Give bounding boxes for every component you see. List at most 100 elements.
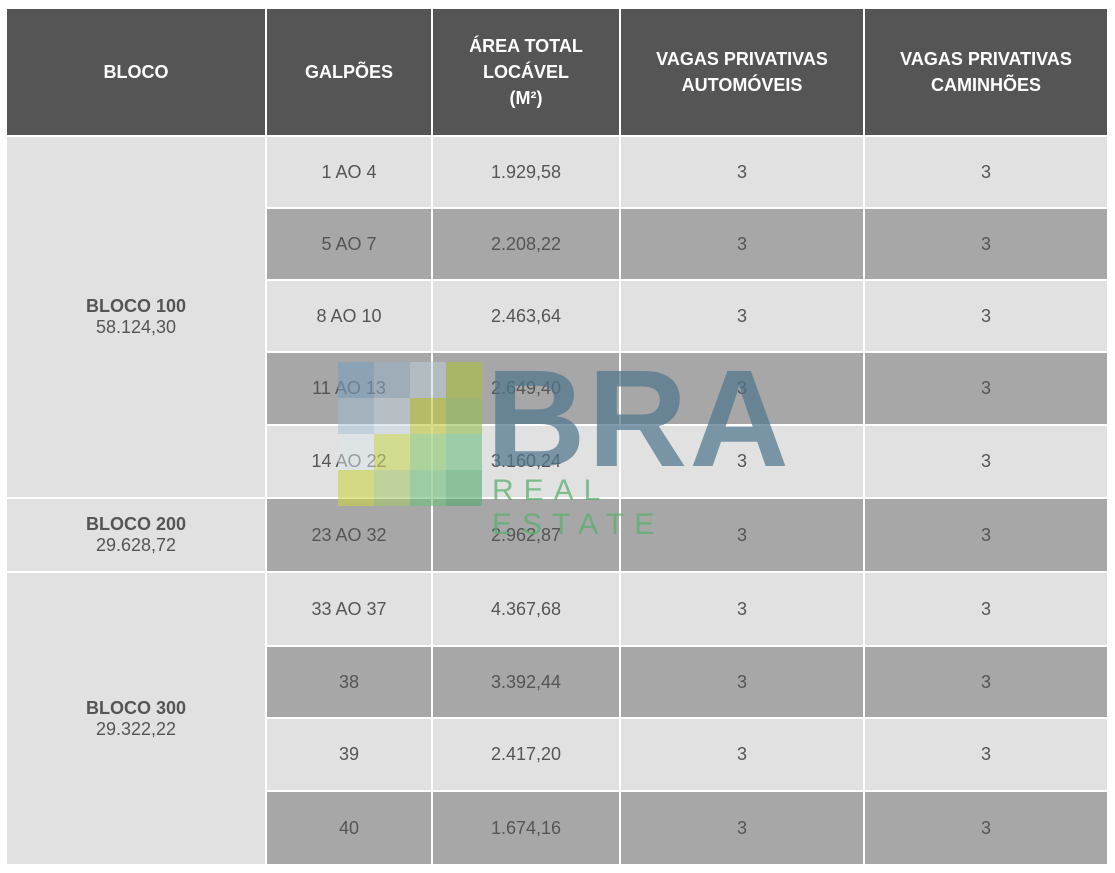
header-label: BLOCO bbox=[103, 62, 169, 82]
header-cell: GALPÕES bbox=[267, 9, 431, 135]
cell-text: 3.160,24 bbox=[490, 451, 562, 471]
block-name: BLOCO 100 bbox=[85, 296, 187, 316]
table-cell: 3 bbox=[865, 209, 1107, 279]
table-cell: 3 bbox=[621, 573, 863, 645]
cell-text: 2.649,40 bbox=[490, 378, 562, 398]
block-area: 58.124,30 bbox=[95, 317, 177, 337]
table-cell: 3 bbox=[621, 499, 863, 571]
table-cell: 3 bbox=[865, 137, 1107, 207]
cell-text: 3 bbox=[736, 598, 747, 619]
table-cell: 11 AO 13 bbox=[267, 353, 431, 424]
cell-text: 3 bbox=[736, 671, 747, 692]
table-cell: 3 bbox=[865, 573, 1107, 645]
table-cell: 14 AO 22 bbox=[267, 426, 431, 497]
cell-text: 11 AO 13 bbox=[312, 378, 386, 398]
table-cell: 40 bbox=[267, 792, 431, 864]
table-cell: 3 bbox=[865, 792, 1107, 864]
table-cell: 3 bbox=[621, 792, 863, 864]
cell-text: 3 bbox=[980, 378, 991, 398]
cell-text: 2.208,22 bbox=[490, 233, 562, 254]
block-area: 29.322,22 bbox=[95, 718, 177, 739]
table-cell: 3 bbox=[621, 137, 863, 207]
table-cell: 3.160,24 bbox=[433, 426, 619, 497]
cell-text: 3 bbox=[980, 305, 991, 326]
table-cell: 3 bbox=[621, 647, 863, 717]
cell-text: 1 AO 4 bbox=[321, 161, 377, 182]
block-cell: BLOCO 200 29.628,72 bbox=[7, 499, 265, 571]
table-cell: 2.417,20 bbox=[433, 719, 619, 790]
table-cell: 3 bbox=[621, 281, 863, 351]
table-cell: 39 bbox=[267, 719, 431, 790]
table-cell: 1.674,16 bbox=[433, 792, 619, 864]
block-cell: BLOCO 300 29.322,22 bbox=[7, 573, 265, 864]
cell-text: 23 AO 32 bbox=[311, 524, 387, 545]
table-cell: 2.463,64 bbox=[433, 281, 619, 351]
cell-text: 3 bbox=[980, 451, 991, 471]
table-cell: 3 bbox=[621, 353, 863, 424]
table-cell: 3 bbox=[865, 426, 1107, 497]
cell-text: 3.392,44 bbox=[490, 671, 562, 692]
table-cell: 2.208,22 bbox=[433, 209, 619, 279]
table-cell: 3 bbox=[865, 719, 1107, 790]
header-cell: VAGAS PRIVATIVAS CAMINHÕES bbox=[865, 9, 1107, 135]
cell-text: 3 bbox=[980, 817, 991, 838]
table-cell: 38 bbox=[267, 647, 431, 717]
cell-text: 8 AO 10 bbox=[316, 305, 382, 326]
header-cell: BLOCO bbox=[7, 9, 265, 135]
table-cell: 5 AO 7 bbox=[267, 209, 431, 279]
cell-text: 3 bbox=[980, 671, 991, 692]
header-label: VAGAS PRIVATIVAS AUTOMÓVEIS bbox=[656, 49, 828, 95]
table-cell: 3 bbox=[621, 209, 863, 279]
cell-text: 39 bbox=[338, 744, 360, 764]
cell-text: 2.417,20 bbox=[490, 744, 562, 764]
cell-text: 3 bbox=[980, 524, 991, 545]
cell-text: 3 bbox=[736, 378, 747, 398]
block-name: BLOCO 300 bbox=[85, 697, 187, 718]
table-cell: 23 AO 32 bbox=[267, 499, 431, 571]
table-cell: 4.367,68 bbox=[433, 573, 619, 645]
table-cell: 1.929,58 bbox=[433, 137, 619, 207]
block-cell: BLOCO 100 58.124,30 bbox=[7, 137, 265, 497]
table-cell: 3 bbox=[621, 426, 863, 497]
table-cell: 3.392,44 bbox=[433, 647, 619, 717]
table-cell: 3 bbox=[621, 719, 863, 790]
header-cell: VAGAS PRIVATIVAS AUTOMÓVEIS bbox=[621, 9, 863, 135]
cell-text: 3 bbox=[736, 817, 747, 838]
cell-text: 1.929,58 bbox=[490, 161, 562, 182]
cell-text: 14 AO 22 bbox=[311, 451, 387, 471]
table-cell: 2.649,40 bbox=[433, 353, 619, 424]
cell-text: 2.962,87 bbox=[490, 524, 562, 545]
cell-text: 3 bbox=[736, 451, 747, 471]
header-label: GALPÕES bbox=[304, 62, 393, 82]
block-area: 29.628,72 bbox=[95, 535, 177, 555]
cell-text: 3 bbox=[736, 161, 747, 182]
cell-text: 3 bbox=[736, 744, 747, 764]
table-cell: 1 AO 4 bbox=[267, 137, 431, 207]
cell-text: 3 bbox=[980, 161, 991, 182]
cell-text: 5 AO 7 bbox=[321, 233, 377, 254]
cell-text: 3 bbox=[980, 233, 991, 254]
cell-text: 3 bbox=[736, 233, 747, 254]
table-cell: 3 bbox=[865, 353, 1107, 424]
cell-text: 3 bbox=[980, 598, 991, 619]
table-cell: 3 bbox=[865, 499, 1107, 571]
cell-text: 3 bbox=[736, 524, 747, 545]
table-cell: 8 AO 10 bbox=[267, 281, 431, 351]
header-label: VAGAS PRIVATIVAS CAMINHÕES bbox=[900, 49, 1072, 95]
cell-text: 2.463,64 bbox=[490, 305, 562, 326]
cell-text: 3 bbox=[980, 744, 991, 764]
cell-text: 38 bbox=[338, 671, 360, 692]
cell-text: 40 bbox=[338, 817, 360, 838]
cell-text: 4.367,68 bbox=[490, 598, 562, 619]
table-cell: 33 AO 37 bbox=[267, 573, 431, 645]
cell-text: 3 bbox=[736, 305, 747, 326]
header-label: ÁREA TOTAL LOCÁVEL (M²) bbox=[469, 36, 583, 108]
header-cell: ÁREA TOTAL LOCÁVEL (M²) bbox=[433, 9, 619, 135]
cell-text: 1.674,16 bbox=[490, 817, 562, 838]
block-name: BLOCO 200 bbox=[85, 514, 187, 534]
cell-text: 33 AO 37 bbox=[311, 598, 387, 619]
table-cell: 3 bbox=[865, 647, 1107, 717]
table-cell: 3 bbox=[865, 281, 1107, 351]
table-cell: 2.962,87 bbox=[433, 499, 619, 571]
